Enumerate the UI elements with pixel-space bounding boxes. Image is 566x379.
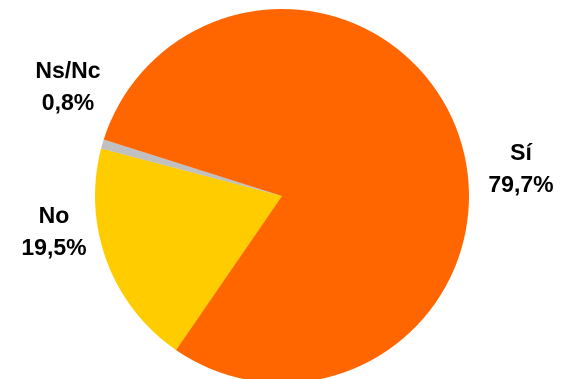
slice-no (94, 148, 283, 351)
slice-value-no: 19,5% (21, 234, 87, 260)
slice-category-nsnc: Ns/Nc (35, 57, 101, 83)
slice-si (103, 8, 469, 379)
slice-value-si: 79,7% (488, 171, 554, 197)
slice-label-nsnc: Ns/Nc 0,8% (14, 54, 122, 118)
slice-nsnc (101, 139, 283, 196)
slice-value-nsnc: 0,8% (41, 89, 95, 115)
slice-label-si: Sí 79,7% (478, 136, 564, 200)
slice-category-no: No (38, 202, 70, 228)
pie-slices (94, 8, 469, 379)
slice-label-no: No 19,5% (0, 199, 108, 263)
slice-category-si: Sí (510, 139, 532, 165)
